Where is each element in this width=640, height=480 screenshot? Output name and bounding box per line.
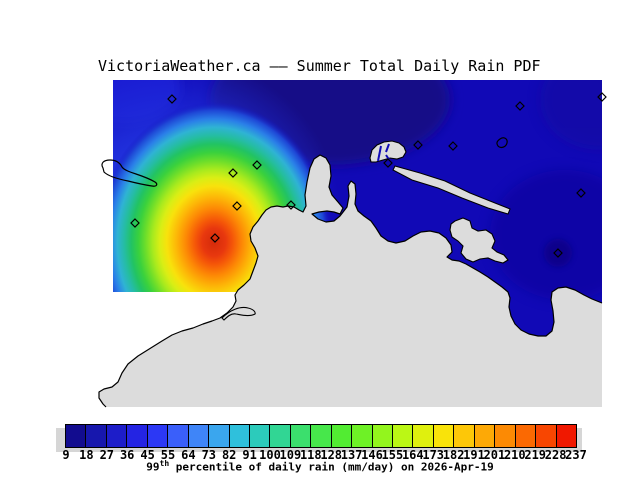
colorbar-tick-label: 128 [320, 448, 343, 462]
colorbar-tick-label: 237 [565, 448, 587, 462]
coastline [98, 154, 603, 408]
colorbar-cell [249, 425, 271, 447]
colorbar-cell [270, 425, 291, 447]
colorbar-tick-label: 219 [524, 448, 547, 462]
colorbar-tick-label: 182 [442, 448, 465, 462]
colorbar-cell [209, 425, 230, 447]
colorbar-cell [515, 425, 537, 447]
colorbar-tick-label: 55 [160, 448, 176, 462]
colorbar-tick-label: 201 [483, 448, 506, 462]
colorbar-tick-label: 9 [62, 448, 70, 462]
caption-base: 99 [146, 460, 160, 474]
dark-contour-topright [540, 80, 602, 150]
colorbar-cell [474, 425, 496, 447]
colorbar-tick-label: 73 [201, 448, 217, 462]
colorbar-tick-label: 27 [99, 448, 115, 462]
dark-contour-right [490, 170, 602, 300]
colorbar-cell [556, 425, 576, 447]
station-diamond-marker [383, 158, 393, 168]
colorbar-tick-label: 155 [381, 448, 404, 462]
colorbar-tick-label: 109 [279, 448, 302, 462]
station-diamond-marker [286, 200, 296, 210]
outline-island-small [496, 137, 508, 149]
colorbar-tick-label: 45 [140, 448, 155, 462]
colorbar-cell [331, 425, 353, 447]
station-diamond-marker [597, 92, 607, 102]
colorbar-cell [66, 425, 87, 447]
colorbar-tick-label: 91 [242, 448, 257, 462]
station-markers [130, 92, 607, 258]
colorbar-caption: 99th percentile of daily rain (mm/day) o… [146, 459, 493, 474]
colorbar-cell [106, 425, 128, 447]
colorbar-cell [86, 425, 107, 447]
colorbar-cell [290, 425, 312, 447]
station-diamond-marker [228, 168, 238, 178]
colorbar-tick-label: 100 [259, 448, 281, 462]
colorbar-cell [372, 425, 393, 447]
station-diamond-marker [553, 248, 563, 258]
caption-rest: percentile of daily rain (mm/day) on 202… [169, 460, 494, 474]
page-title: VictoriaWeather.ca —— Summer Total Daily… [98, 57, 541, 75]
colorbar-tick-label: 18 [79, 448, 94, 462]
station-diamond-marker [448, 141, 458, 151]
colorbar-tick-label: 118 [299, 448, 322, 462]
colorbar-cell [127, 425, 148, 447]
colorbar-ticks: 9 18 27 36 45 55 64 73 82 91 100 109 118 128 137 146 155… [62, 448, 586, 462]
land-mass [99, 155, 602, 407]
outline-island-left [101, 159, 158, 187]
colorbar-tick-label: 146 [361, 448, 383, 462]
caption-superscript: th [159, 459, 170, 468]
colorbar-tick-label: 137 [340, 448, 363, 462]
station-diamond-marker [576, 188, 586, 198]
colorbar-cell [311, 425, 332, 447]
island-cluster [449, 217, 509, 264]
colorbar-cell [168, 425, 189, 447]
colorbar-tick-label: 228 [544, 448, 567, 462]
colorbar-tick-label: 64 [181, 448, 196, 462]
colorbar-cell [352, 425, 373, 447]
station-diamond-marker [515, 101, 525, 111]
station-diamond-marker [167, 94, 177, 104]
colorbar-tick-label: 164 [401, 448, 424, 462]
colorbar-cell [188, 425, 210, 447]
colorbar-tick-label: 173 [422, 448, 445, 462]
colorbar-tick-label: 36 [119, 448, 135, 462]
station-diamond-marker [130, 218, 140, 228]
station-diamond-marker [252, 160, 262, 170]
thin-island-chain [392, 165, 511, 215]
colorbar [65, 424, 577, 448]
station-diamond-marker [232, 201, 242, 211]
colorbar-cell [413, 425, 434, 447]
colorbar-cell [229, 425, 250, 447]
colorbar-tick-label: 210 [503, 448, 526, 462]
colorbar-cell [495, 425, 516, 447]
colorbar-cell [147, 425, 169, 447]
colorbar-tick-label: 191 [463, 448, 485, 462]
station-diamond-marker [210, 233, 220, 243]
colorbar-tick-label: 82 [221, 448, 237, 462]
colorbar-cell [433, 425, 455, 447]
dark-contour-dot [544, 239, 572, 267]
spit-hook [221, 306, 256, 321]
colorbar-cell [393, 425, 414, 447]
colorbar-cell [454, 425, 475, 447]
colorbar-cell [536, 425, 557, 447]
station-diamond-marker [413, 140, 423, 150]
